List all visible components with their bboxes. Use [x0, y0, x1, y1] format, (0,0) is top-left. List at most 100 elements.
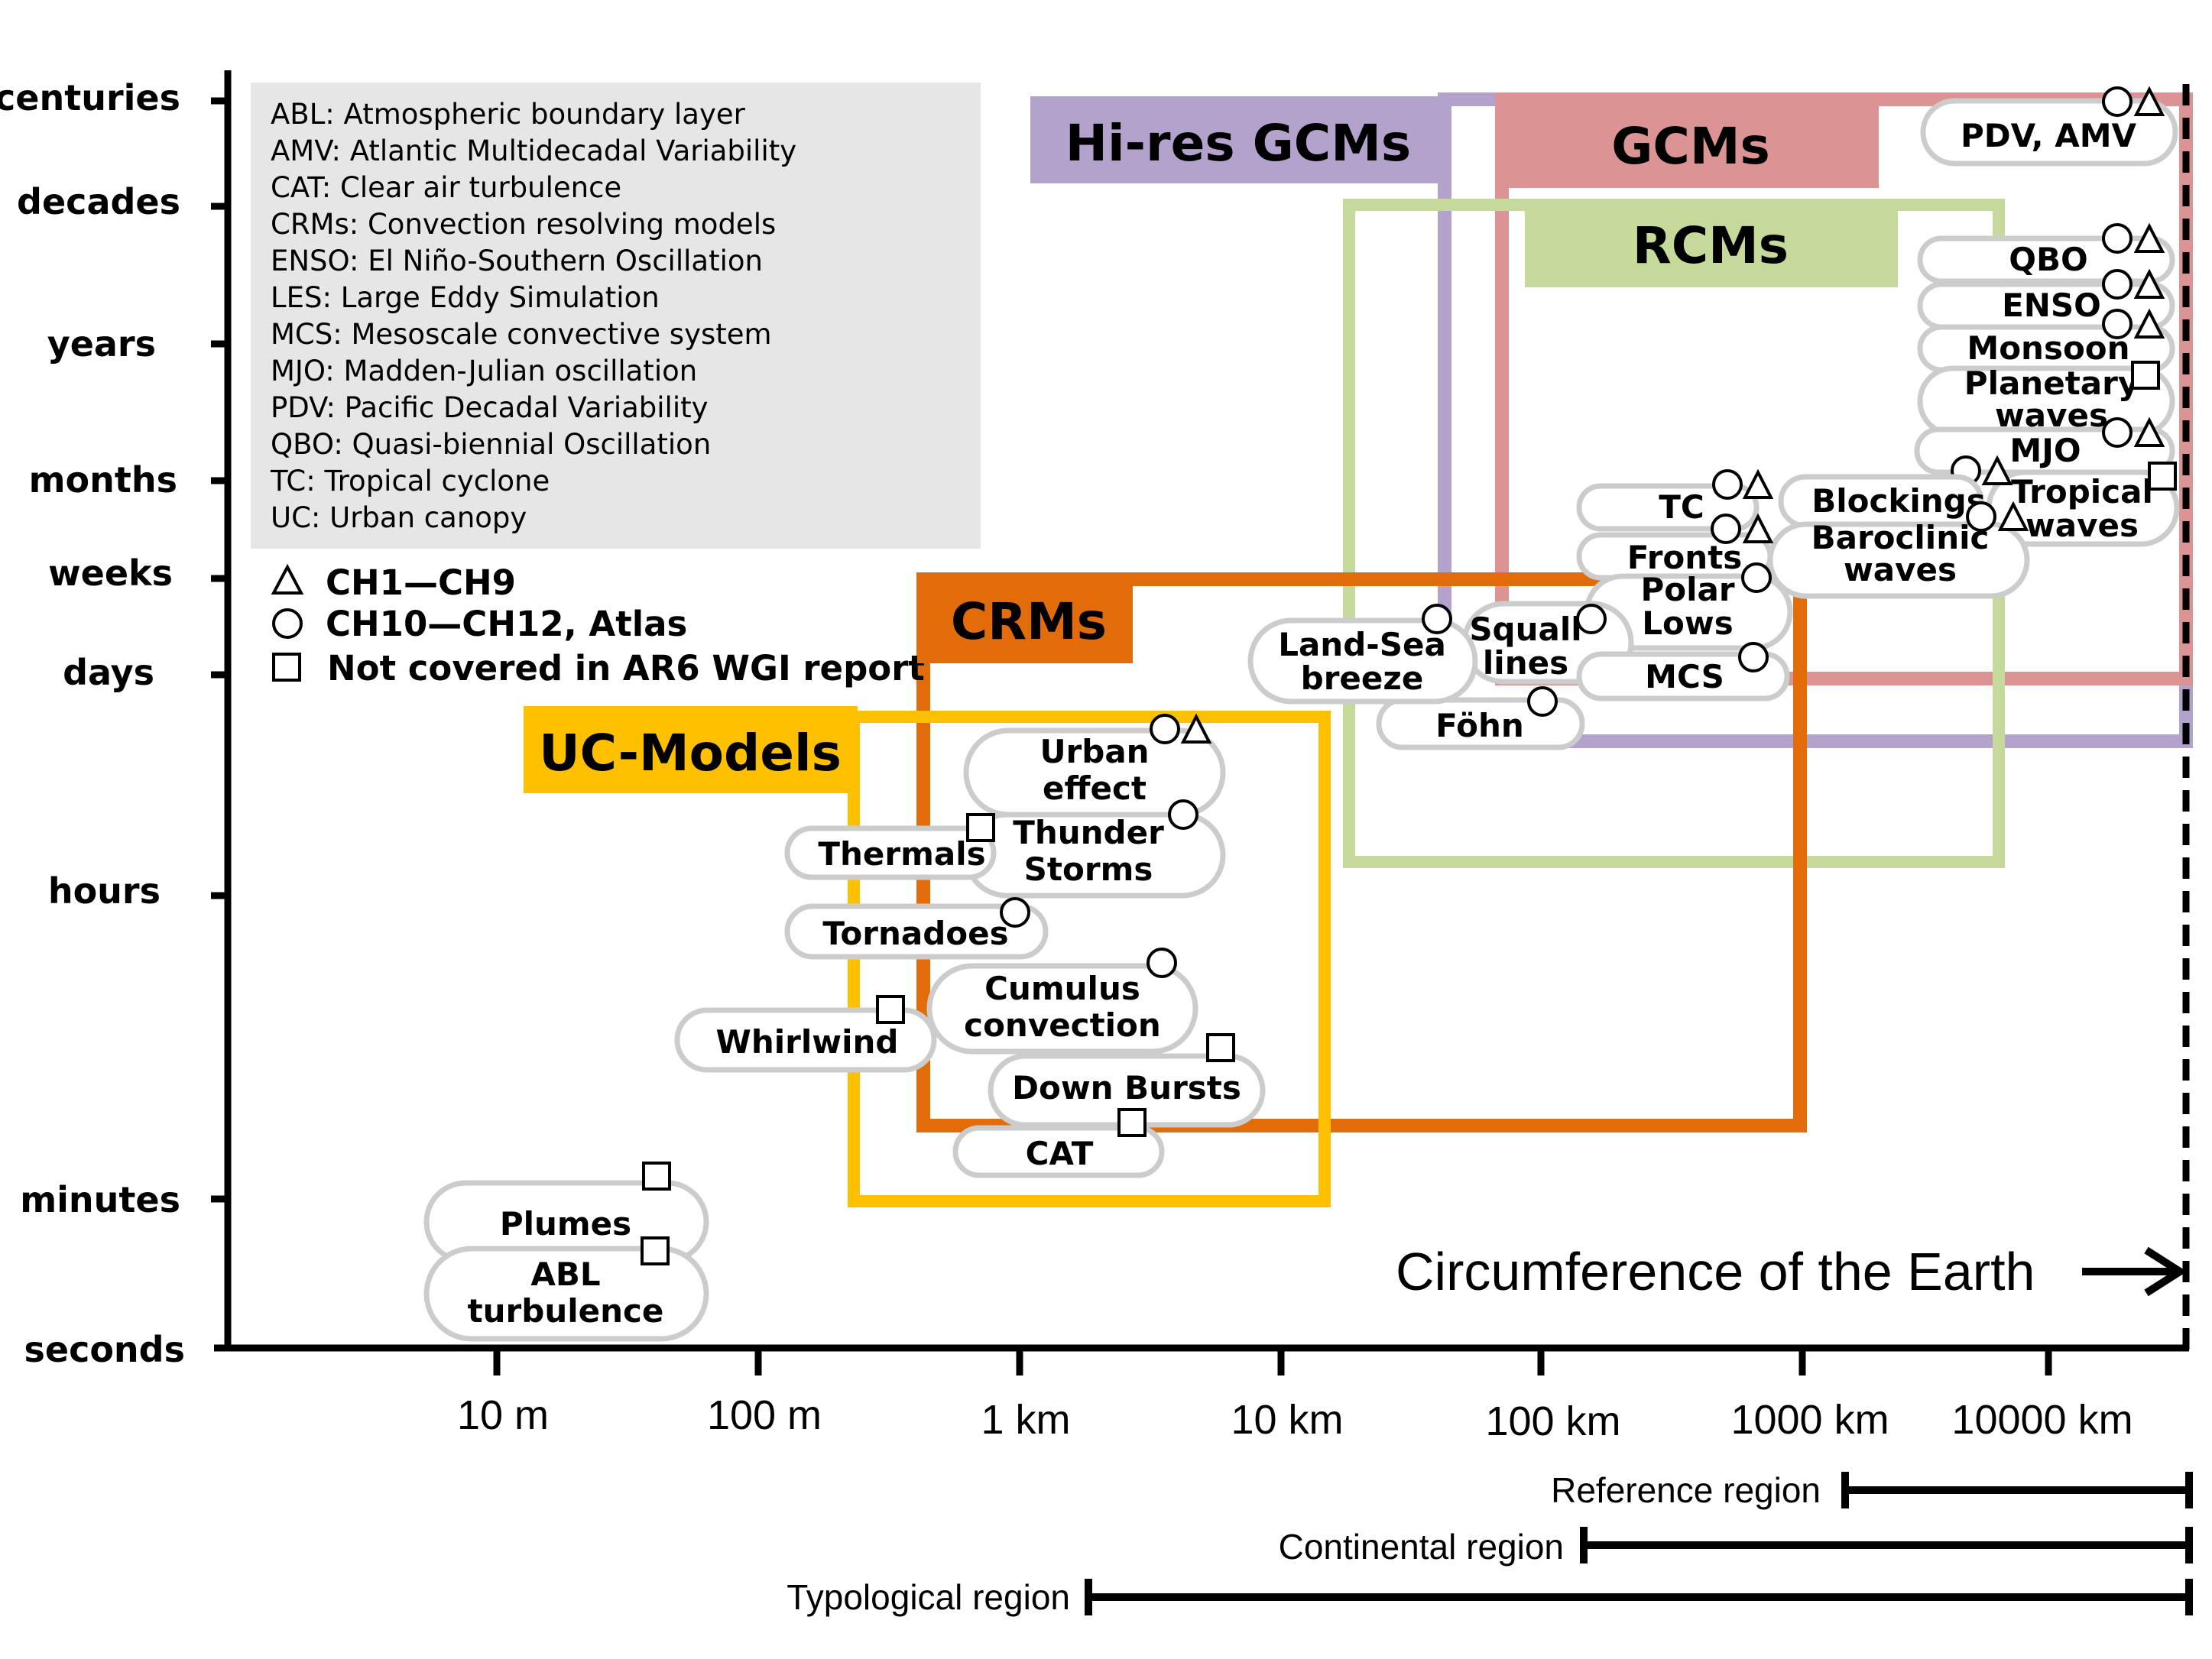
circle-icon	[1712, 469, 1743, 500]
rcms-label: RCMs	[1633, 216, 1789, 275]
glossary-item: QBO: Quasi-biennial Oscillation	[271, 428, 711, 461]
crms-banner	[917, 576, 1133, 663]
thermals-label: Thermals	[818, 835, 985, 873]
circle-icon	[1147, 948, 1177, 978]
x-tick-labels: 10 m 100 m 1 km 10 km 100 km 1000 km 100…	[457, 1392, 2133, 1444]
gcms-label: GCMs	[1611, 117, 1770, 176]
cumulus-convection-label-1: Cumulus	[984, 970, 1140, 1007]
y-label-weeks: weeks	[48, 552, 173, 594]
pill-thermals	[784, 825, 997, 880]
triangle-icon	[2133, 308, 2165, 339]
pill-tc	[1576, 483, 1760, 532]
circle-icon	[1168, 799, 1198, 830]
y-label-hours: hours	[48, 870, 161, 912]
glossary-item: ENSO: El Niño-Southern Oscillation	[271, 245, 763, 277]
tropical-waves-label-2: waves	[2026, 507, 2139, 544]
plumes-label: Plumes	[500, 1205, 631, 1243]
circle-icon	[2102, 86, 2133, 117]
circle-icon	[1422, 604, 1452, 634]
polar-lows-label-1: Polar	[1640, 571, 1734, 608]
fohn-label: Föhn	[1435, 707, 1524, 744]
planetary-waves-label-1: Planetary	[1964, 365, 2139, 402]
legend-square-label: Not covered in AR6 WGI report	[327, 648, 925, 689]
x-label-10m: 10 m	[457, 1392, 549, 1438]
x-tick-marks	[493, 1348, 2052, 1375]
glossary-item: UC: Urban canopy	[271, 501, 527, 534]
rcms-banner	[1525, 200, 1898, 287]
enso-label: ENSO	[2002, 287, 2101, 324]
circle-icon	[272, 608, 303, 639]
abl-turbulence-label-2: turbulence	[468, 1292, 664, 1330]
continental-region-label: Continental region	[1279, 1527, 1564, 1567]
typological-region-label: Typological region	[787, 1577, 1070, 1617]
crms-label: CRMs	[951, 592, 1107, 651]
down-bursts-label: Down Bursts	[1012, 1069, 1241, 1107]
pill-tornadoes	[784, 903, 1049, 960]
legend-circle-label: CH10—CH12, Atlas	[326, 604, 687, 644]
circle-icon	[2102, 309, 2133, 339]
circle-icon	[1711, 514, 1741, 544]
square-icon	[2148, 462, 2177, 491]
y-label-seconds: seconds	[24, 1329, 185, 1370]
circle-icon	[1150, 714, 1180, 744]
circle-icon	[2102, 223, 2133, 254]
square-icon	[641, 1236, 670, 1265]
glossary-item: MJO: Madden-Julian oscillation	[271, 355, 697, 387]
baroclinic-waves-label-2: waves	[1844, 551, 1957, 588]
hires-gcms-banner	[1030, 96, 1447, 183]
pill-cumulus-convection	[926, 963, 1198, 1055]
glossary-list: ABL: Atmospheric boundary layer AMV: Atl…	[270, 98, 796, 534]
square-icon	[1206, 1033, 1235, 1062]
triangle-icon	[2133, 86, 2165, 116]
triangle-icon	[1997, 501, 2029, 531]
triangle-icon	[2133, 222, 2165, 253]
square-icon	[966, 813, 995, 842]
y-label-centuries: centuries	[0, 77, 180, 118]
glossary-item: TC: Tropical cyclone	[270, 465, 550, 497]
y-label-minutes: minutes	[20, 1179, 180, 1220]
circle-icon	[1738, 642, 1769, 672]
triangle-icon	[1742, 513, 1774, 543]
glossary-item: CAT: Clear air turbulence	[271, 171, 621, 204]
reference-region-label: Reference region	[1551, 1470, 1821, 1510]
mcs-label: MCS	[1645, 658, 1724, 695]
glossary-item: AMV: Atlantic Multidecadal Variability	[271, 134, 796, 167]
circle-icon	[1576, 604, 1607, 634]
circle-icon	[2102, 417, 2133, 448]
marker-legend: CH1—CH9 CH10—CH12, Atlas Not covered in …	[271, 562, 925, 689]
y-label-decades: decades	[17, 181, 180, 222]
glossary-item: CRMs: Convection resolving models	[271, 208, 776, 241]
y-tick-marks	[211, 97, 228, 1203]
uc-models-label: UC-Models	[539, 724, 842, 783]
glossary-box	[251, 83, 981, 549]
x-label-10000km: 10000 km	[1951, 1397, 2133, 1443]
square-icon	[2131, 361, 2160, 390]
qbo-label: QBO	[2009, 241, 2087, 278]
x-label-10km: 10 km	[1231, 1397, 1343, 1443]
y-tick-labels: centuries decades years months weeks day…	[0, 77, 185, 1370]
circle-icon	[2102, 269, 2133, 300]
circle-icon	[1966, 501, 1996, 532]
baroclinic-waves-label-1: Baroclinic	[1811, 519, 1990, 556]
x-label-100m: 100 m	[707, 1392, 822, 1438]
land-sea-breeze-label-1: Land-Sea	[1278, 626, 1446, 663]
mjo-label: MJO	[2009, 432, 2081, 469]
tc-label: TC	[1659, 488, 1704, 526]
hires-gcms-label: Hi-res GCMs	[1065, 114, 1411, 173]
square-icon	[876, 995, 905, 1024]
pill-cat	[952, 1125, 1165, 1178]
legend-triangle-label: CH1—CH9	[326, 562, 516, 603]
glossary-item: MCS: Mesoscale convective system	[271, 318, 772, 351]
triangle-icon	[1742, 468, 1774, 499]
square-icon	[272, 653, 301, 682]
triangle-icon	[271, 563, 304, 595]
y-label-days: days	[63, 652, 154, 693]
tornadoes-label: Tornadoes	[822, 915, 1008, 952]
triangle-icon	[2133, 416, 2165, 447]
glossary-item: PDV: Pacific Decadal Variability	[271, 391, 709, 424]
pill-land-sea-breeze	[1247, 617, 1478, 705]
gcms-banner	[1497, 96, 1879, 188]
squall-lines-label-2: lines	[1483, 644, 1568, 682]
cumulus-convection-label-2: convection	[964, 1006, 1161, 1044]
